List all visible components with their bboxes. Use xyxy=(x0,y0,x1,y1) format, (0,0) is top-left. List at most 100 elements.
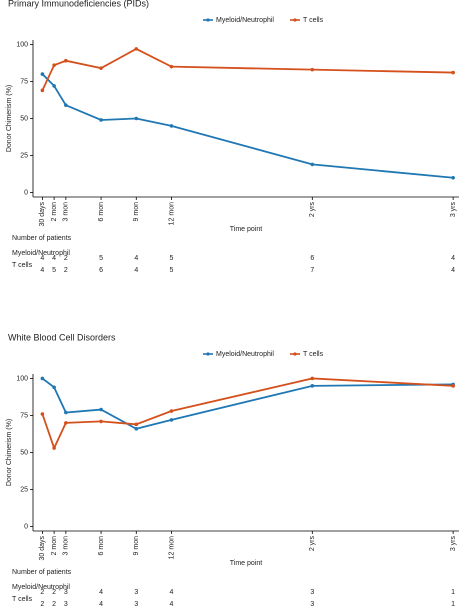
point xyxy=(52,84,56,88)
point xyxy=(451,384,455,388)
table-value: 5 xyxy=(52,267,56,274)
table-title: Number of patients xyxy=(12,569,72,576)
point xyxy=(169,418,174,422)
y-tick-label: 0 xyxy=(24,189,28,196)
x-tick-label: 6 mon xyxy=(98,202,105,222)
chart-title: Primary Immunodeficiencies (PIDs) xyxy=(8,0,149,8)
x-tick-label: 2 mon xyxy=(51,536,58,556)
table-value: 3 xyxy=(134,601,138,607)
x-axis-label: Time point xyxy=(230,226,262,233)
y-tick-label: 75 xyxy=(20,412,28,419)
x-tick-label: 12 mon xyxy=(168,202,175,225)
legend-dot xyxy=(293,352,297,356)
x-tick-label: 9 mon xyxy=(133,536,140,556)
table-value: 5 xyxy=(99,255,103,262)
point xyxy=(52,446,56,450)
point xyxy=(40,376,45,381)
table-value: 4 xyxy=(170,589,174,596)
table-value: 4 xyxy=(134,255,138,262)
x-tick-label: 30 days xyxy=(39,202,46,227)
legend-label: Myeloid/Neutrophil xyxy=(216,17,274,24)
point xyxy=(64,103,68,107)
table-value: 3 xyxy=(310,589,314,596)
point xyxy=(310,67,315,72)
y-tick-label: 100 xyxy=(16,41,28,48)
legend-label: T cells xyxy=(303,17,324,24)
point xyxy=(134,47,139,51)
table-value: 2 xyxy=(40,589,44,596)
table-value: 2 xyxy=(64,255,68,262)
x-tick-label: 12 mon xyxy=(168,536,175,559)
table-value: 3 xyxy=(310,601,314,607)
point xyxy=(99,407,103,412)
point xyxy=(40,412,45,416)
legend-label: Myeloid/Neutrophil xyxy=(216,351,274,358)
table-value: 4 xyxy=(52,255,56,262)
y-tick-label: 25 xyxy=(20,486,28,493)
y-tick-label: 100 xyxy=(16,375,28,382)
series-line xyxy=(41,377,454,451)
x-tick-label: 2 yrs xyxy=(309,202,316,218)
point xyxy=(169,64,174,69)
table-value: 4 xyxy=(134,267,138,274)
x-tick-label: 9 mon xyxy=(133,202,140,222)
x-tick-label: 3 mon xyxy=(63,202,70,222)
point xyxy=(52,385,56,390)
series-line xyxy=(41,73,454,179)
table-row-label: T cells xyxy=(12,596,33,603)
table-value: 2 xyxy=(64,267,68,274)
y-tick-label: 25 xyxy=(20,152,28,159)
table-value: 3 xyxy=(134,589,138,596)
table-value: 4 xyxy=(40,255,44,262)
table-value: 4 xyxy=(451,255,455,262)
table-value: 4 xyxy=(99,589,103,596)
point xyxy=(169,409,174,413)
table-value: 5 xyxy=(170,267,174,274)
y-axis-label: Donor Chimerism (%) xyxy=(6,85,13,152)
table-value: 4 xyxy=(40,267,44,274)
table-value: 2 xyxy=(40,601,44,607)
table-value: 1 xyxy=(451,589,455,596)
y-tick-label: 50 xyxy=(20,115,28,122)
x-tick-label: 3 yrs xyxy=(450,536,457,552)
table-value: 3 xyxy=(64,601,68,607)
point xyxy=(310,376,315,381)
point xyxy=(64,421,68,425)
point xyxy=(134,116,139,121)
point xyxy=(64,410,68,415)
point xyxy=(310,384,315,388)
y-tick-label: 0 xyxy=(24,523,28,530)
point xyxy=(451,70,455,75)
series-line xyxy=(41,47,454,91)
point xyxy=(134,422,139,427)
x-tick-label: 2 mon xyxy=(51,202,58,222)
table-value: 6 xyxy=(99,267,103,274)
legend-label: T cells xyxy=(303,351,324,358)
table-value: 5 xyxy=(170,255,174,262)
legend-dot xyxy=(206,352,210,356)
y-tick-label: 50 xyxy=(20,449,28,456)
point xyxy=(52,63,56,67)
point xyxy=(99,66,103,70)
point xyxy=(310,162,315,167)
point xyxy=(99,419,103,424)
table-row-label: Myeloid/Neutrophil xyxy=(12,250,70,257)
point xyxy=(169,124,174,128)
table-value: 4 xyxy=(99,601,103,607)
x-tick-label: 3 yrs xyxy=(450,202,457,218)
point xyxy=(99,118,103,122)
table-row-label: T cells xyxy=(12,262,33,269)
table-title: Number of patients xyxy=(12,235,72,242)
point xyxy=(451,175,455,180)
table-value: 4 xyxy=(451,267,455,274)
point xyxy=(40,72,45,76)
legend-dot xyxy=(206,18,210,22)
table-row-label: Myeloid/Neutrophil xyxy=(12,584,70,591)
table-value: 3 xyxy=(64,589,68,596)
y-axis-label: Donor Chimerism (%) xyxy=(6,419,13,486)
x-tick-label: 2 yrs xyxy=(309,536,316,552)
table-value: 2 xyxy=(52,601,56,607)
legend-dot xyxy=(293,18,297,22)
chart-title: White Blood Cell Disorders xyxy=(8,332,116,342)
